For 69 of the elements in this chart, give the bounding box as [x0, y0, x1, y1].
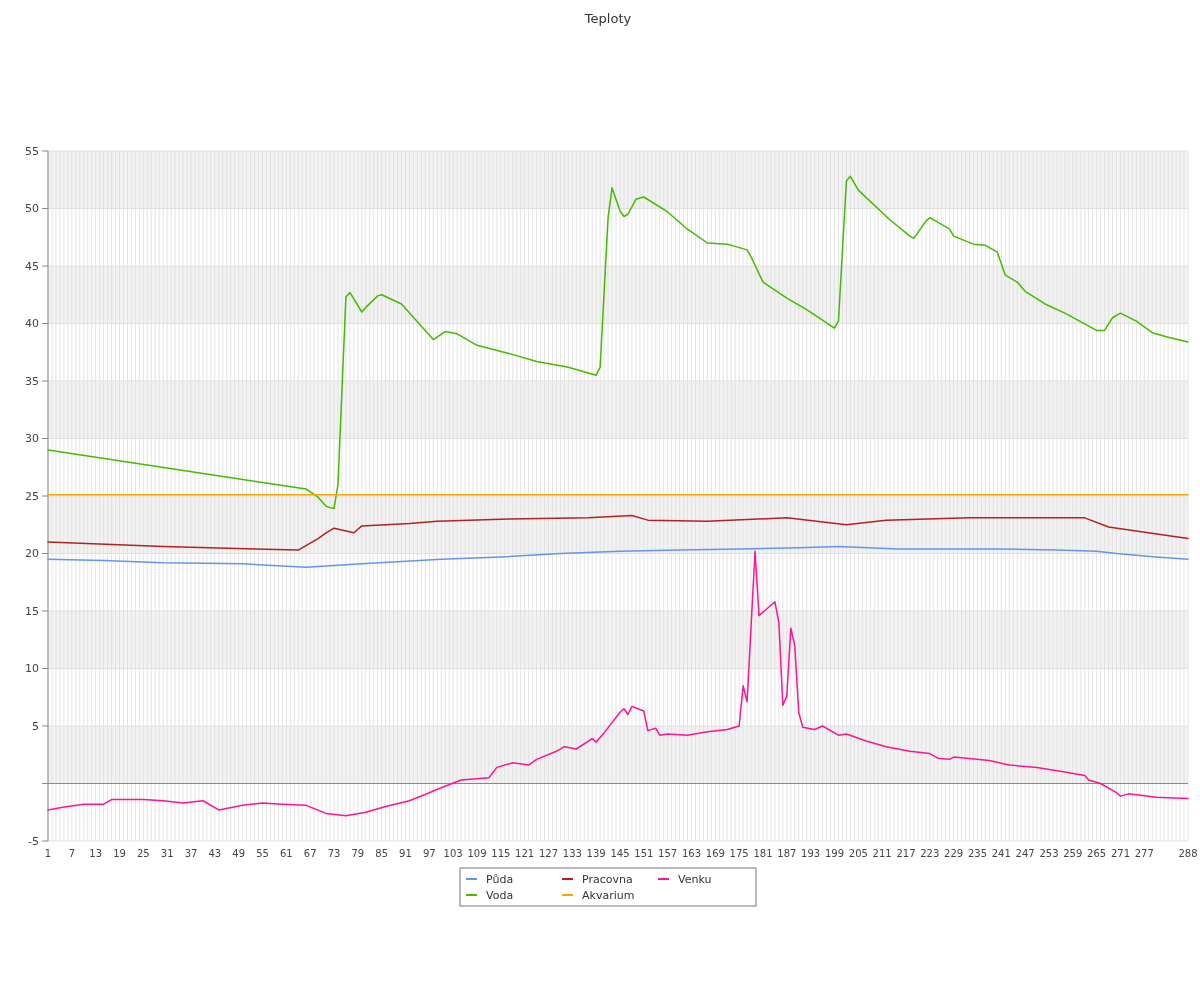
x-tick-label: 115	[491, 848, 511, 859]
y-tick-label: 15	[25, 604, 39, 618]
x-tick-label: 247	[1015, 848, 1035, 859]
x-tick-label: 1	[44, 848, 52, 859]
x-tick-label: 31	[160, 848, 174, 859]
x-tick-label: 223	[920, 848, 940, 859]
x-tick-label: 181	[753, 848, 773, 859]
x-tick-label: 157	[658, 848, 678, 859]
x-tick-label: 211	[872, 848, 892, 859]
x-tick-label: 97	[422, 848, 436, 859]
x-tick-label: 73	[327, 848, 341, 859]
line-series	[47, 514, 1189, 551]
x-tick-label: 187	[777, 848, 797, 859]
legend-label: Voda	[486, 888, 514, 902]
x-tick-label: 121	[515, 848, 535, 859]
x-tick-label: 175	[729, 848, 749, 859]
x-tick-label: 49	[232, 848, 246, 859]
x-tick-label: 43	[208, 848, 222, 859]
x-tick-label: 13	[89, 848, 103, 859]
x-tick-label: 61	[279, 848, 293, 859]
x-tick-label: 67	[303, 848, 317, 859]
x-tick-label: 193	[801, 848, 821, 859]
x-tick-label: 103	[443, 848, 463, 859]
y-tick-label: 25	[25, 489, 39, 503]
x-tick-label: 277	[1134, 848, 1154, 859]
x-tick-label: 253	[1039, 848, 1059, 859]
legend-label: Pracovna	[582, 872, 633, 886]
x-tick-label: 91	[399, 848, 412, 859]
x-tick-label: 139	[586, 848, 606, 859]
x-tick-label: 288	[1178, 848, 1198, 859]
x-tick-label: 25	[136, 848, 150, 859]
line-series	[47, 175, 1189, 510]
x-tick-label: 109	[467, 848, 487, 859]
chart-title: Teploty	[583, 11, 632, 26]
y-tick-label: 35	[25, 374, 39, 388]
x-tick-label: 265	[1087, 848, 1107, 859]
x-tick-label: 163	[681, 848, 702, 859]
legend-label: Venku	[678, 872, 712, 886]
legend-label: Akvarium	[582, 888, 635, 902]
x-tick-label: 151	[634, 848, 654, 859]
x-tick-label: 55	[256, 848, 269, 859]
line-series	[47, 545, 1189, 569]
y-tick-label: 30	[25, 432, 39, 446]
y-tick-label: 55	[25, 144, 39, 158]
x-tick-label: 7	[68, 848, 76, 859]
y-tick-label: 20	[25, 547, 39, 561]
x-tick-label: 169	[705, 848, 725, 859]
x-tick-label: 145	[610, 848, 630, 859]
legend-label: Půda	[486, 872, 514, 886]
x-tick-label: 79	[351, 848, 365, 859]
x-tick-label: 217	[896, 848, 916, 859]
x-tick-label: 19	[113, 848, 126, 859]
y-tick-label: 45	[25, 259, 39, 273]
y-tick-label: 5	[32, 719, 39, 733]
x-tick-label: 85	[375, 848, 389, 859]
y-tick-label: 50	[25, 202, 39, 216]
x-tick-label: 133	[562, 848, 582, 859]
x-tick-label: 205	[848, 848, 868, 859]
y-tick-label: 10	[25, 662, 39, 676]
y-tick-label: -5	[28, 834, 39, 848]
x-tick-label: 229	[944, 848, 964, 859]
y-tick-label: 40	[25, 317, 39, 331]
x-tick-label: 199	[824, 848, 845, 859]
x-tick-label: 127	[538, 848, 559, 859]
x-tick-label: 271	[1110, 848, 1131, 859]
x-tick-label: 241	[991, 848, 1011, 859]
x-tick-label: 235	[967, 848, 988, 859]
x-tick-label: 259	[1063, 848, 1083, 859]
x-tick-label: 37	[184, 848, 198, 859]
